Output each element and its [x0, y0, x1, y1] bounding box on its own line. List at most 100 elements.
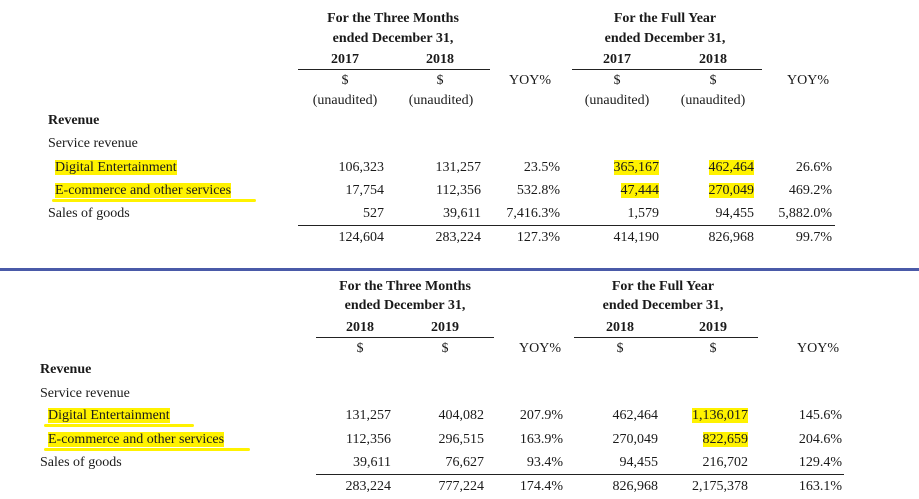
year-header: 2019: [431, 320, 459, 335]
cell: 296,515: [438, 432, 485, 447]
group-header-three-months: For the Three Months: [327, 11, 459, 26]
row-label-ecommerce: E-commerce and other services: [48, 432, 225, 447]
cell: 270,049: [612, 432, 659, 447]
total-cell: 283,224: [345, 479, 392, 494]
cell: 131,257: [435, 160, 482, 175]
row-label-sales-of-goods: Sales of goods: [48, 206, 130, 221]
highlight-underline: [44, 448, 250, 451]
header-rule: [316, 337, 494, 338]
header-rule: [298, 69, 490, 70]
yoy-header: YOY%: [787, 73, 829, 88]
group-header-three-months-sub: ended December 31,: [332, 31, 454, 46]
total-cell: 99.7%: [795, 230, 832, 245]
total-rule: [298, 225, 835, 226]
yoy-header: YOY%: [519, 341, 561, 356]
group-header-three-months: For the Three Months: [339, 279, 471, 294]
total-cell: 414,190: [613, 230, 660, 245]
currency-label: $: [436, 73, 444, 88]
cell: 462,464: [708, 160, 754, 175]
cell: 1,136,017: [692, 408, 748, 423]
cell: 112,356: [346, 432, 391, 447]
header-rule: [572, 69, 762, 70]
cell: 7,416.3%: [506, 206, 560, 221]
currency-label: $: [613, 73, 621, 88]
section-divider: [0, 268, 919, 271]
currency-label: $: [441, 341, 449, 356]
cell: 462,464: [612, 408, 659, 423]
group-header-full-year: For the Full Year: [613, 11, 717, 26]
total-cell: 826,968: [612, 479, 659, 494]
cell: 39,611: [353, 455, 391, 470]
currency-label: $: [341, 73, 349, 88]
row-label-digital-entertainment: Digital Entertainment: [55, 160, 177, 175]
yoy-header: YOY%: [797, 341, 839, 356]
cell: 26.6%: [795, 160, 832, 175]
cell: 216,702: [702, 455, 749, 470]
section-title: Revenue: [40, 362, 92, 377]
cell: 76,627: [445, 455, 485, 470]
cell: 131,257: [345, 408, 392, 423]
year-header: 2018: [606, 320, 634, 335]
unaudited-label: (unaudited): [584, 93, 650, 108]
subsection-title: Service revenue: [48, 136, 138, 151]
total-cell: 283,224: [435, 230, 482, 245]
total-cell: 174.4%: [519, 479, 563, 494]
cell: 270,049: [708, 183, 754, 198]
currency-label: $: [356, 341, 364, 356]
row-label-sales-of-goods: Sales of goods: [40, 455, 122, 470]
cell: 527: [363, 206, 384, 221]
currency-label: $: [709, 341, 717, 356]
group-header-full-year-sub: ended December 31,: [602, 298, 724, 313]
unaudited-label: (unaudited): [680, 93, 746, 108]
yoy-header: YOY%: [509, 73, 551, 88]
cell: 5,882.0%: [778, 206, 832, 221]
cell: 365,167: [613, 160, 659, 175]
cell: 145.6%: [798, 408, 842, 423]
cell: 822,659: [702, 432, 748, 447]
highlight-underline: [44, 424, 194, 427]
total-cell: 127.3%: [516, 230, 560, 245]
cell: 94,455: [715, 206, 755, 221]
currency-label: $: [616, 341, 624, 356]
total-cell: 163.1%: [798, 479, 842, 494]
row-label-ecommerce: E-commerce and other services: [55, 183, 232, 198]
cell: 469.2%: [788, 183, 832, 198]
total-cell: 124,604: [338, 230, 385, 245]
group-header-full-year-sub: ended December 31,: [604, 31, 726, 46]
header-rule: [574, 337, 758, 338]
cell: 23.5%: [523, 160, 560, 175]
row-label-digital-entertainment: Digital Entertainment: [48, 408, 170, 423]
unaudited-label: (unaudited): [312, 93, 378, 108]
group-header-full-year: For the Full Year: [611, 279, 715, 294]
total-cell: 2,175,378: [692, 479, 748, 494]
cell: 106,323: [338, 160, 385, 175]
cell: 17,754: [345, 183, 385, 198]
cell: 163.9%: [519, 432, 563, 447]
cell: 204.6%: [798, 432, 842, 447]
highlight-underline: [52, 199, 256, 202]
group-header-three-months-sub: ended December 31,: [344, 298, 466, 313]
unaudited-label: (unaudited): [408, 93, 474, 108]
year-header: 2018: [699, 52, 727, 67]
year-header: 2017: [603, 52, 631, 67]
cell: 39,611: [443, 206, 481, 221]
cell: 1,579: [627, 206, 660, 221]
cell: 129.4%: [798, 455, 842, 470]
cell: 94,455: [619, 455, 659, 470]
total-rule: [316, 474, 844, 475]
cell: 93.4%: [526, 455, 563, 470]
total-cell: 826,968: [708, 230, 755, 245]
currency-label: $: [709, 73, 717, 88]
year-header: 2018: [426, 52, 454, 67]
cell: 404,082: [438, 408, 485, 423]
cell: 47,444: [620, 183, 659, 198]
year-header: 2018: [346, 320, 374, 335]
year-header: 2019: [699, 320, 727, 335]
cell: 207.9%: [519, 408, 563, 423]
section-title: Revenue: [48, 113, 100, 128]
subsection-title: Service revenue: [40, 386, 130, 401]
cell: 532.8%: [516, 183, 560, 198]
total-cell: 777,224: [438, 479, 485, 494]
year-header: 2017: [331, 52, 359, 67]
cell: 112,356: [436, 183, 481, 198]
